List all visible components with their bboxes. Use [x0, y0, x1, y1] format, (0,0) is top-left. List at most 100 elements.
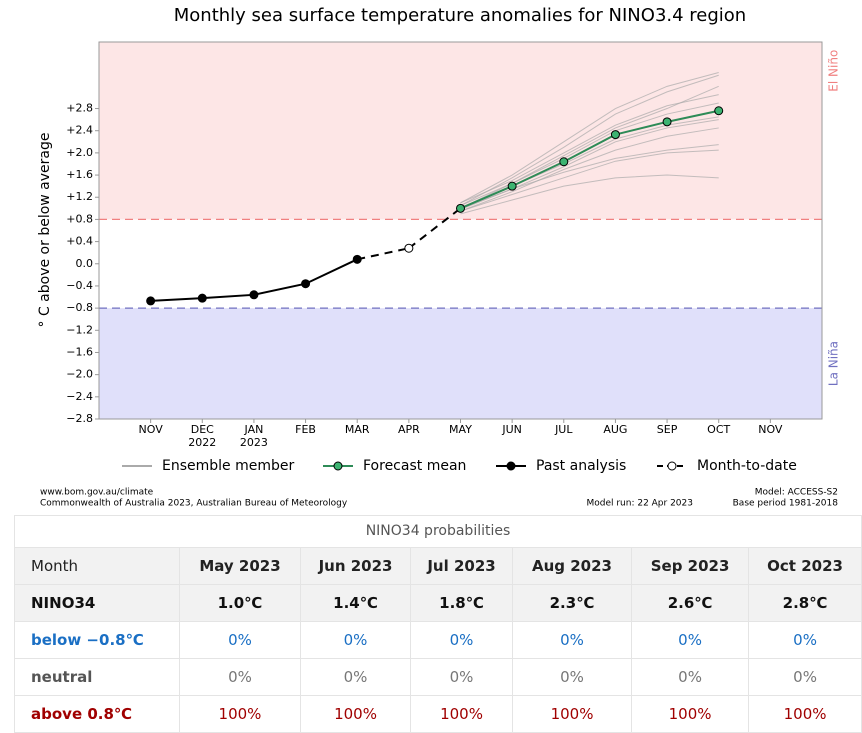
ensemble-line: [460, 149, 719, 212]
table-cell: 1.8℃: [410, 584, 513, 622]
point: [559, 157, 569, 167]
x-tick-line: NOV: [139, 423, 164, 436]
footer-text: Commonwealth of Australia 2023, Australi…: [40, 499, 348, 509]
y-tick-label: +2.4: [66, 124, 93, 137]
x-tick-label: MAR: [345, 423, 370, 436]
point: [456, 203, 465, 213]
ensemble-line: [460, 72, 719, 204]
x-tick-line: DEC: [191, 423, 214, 436]
y-tick-label: +0.4: [66, 235, 93, 248]
table-cell: 100%: [748, 695, 862, 733]
table-row: neutral 0% 0% 0% 0% 0% 0%: [14, 658, 862, 696]
table-row: above 0.8℃ 100% 100% 100% 100% 100% 100%: [14, 695, 862, 733]
header-cell: Sep 2023: [631, 547, 750, 585]
x-tick-line: SEP: [657, 423, 678, 436]
x-tick-line: APR: [398, 423, 420, 436]
header-cell: Jun 2023: [299, 547, 412, 585]
point: [352, 254, 362, 264]
header-cell: Month: [14, 547, 180, 585]
table-cell: 1.4℃: [299, 584, 412, 622]
ensemble-line: [460, 74, 719, 206]
table-cell: 100%: [299, 695, 412, 733]
header-row: Month May 2023 Jun 2023 Jul 2023 Aug 2023 Sep…: [14, 547, 862, 585]
x-tick-line: JUL: [554, 423, 573, 436]
table-title: NINO34 probabilities: [14, 515, 862, 547]
header-cell: Oct 2023: [748, 547, 862, 585]
table-cell: 100%: [179, 695, 301, 733]
series-line: [460, 109, 719, 210]
x-tick-line: MAR: [345, 423, 370, 436]
x-tick-label: NOV: [139, 423, 164, 436]
x-tick-label: AUG: [603, 423, 627, 436]
legend-marker: [506, 461, 516, 471]
footer-text: Base period 1981-2018: [733, 499, 839, 509]
y-tick-label: +1.6: [66, 168, 93, 181]
table-cell: 2.6℃: [631, 584, 750, 622]
table-cell: 0%: [410, 621, 513, 659]
table-cell: 0%: [299, 658, 412, 696]
table-cell: 0%: [748, 658, 862, 696]
x-tick-label: JUN: [501, 423, 522, 436]
x-tick-label: OCT: [707, 423, 730, 436]
table-cell: 0%: [179, 621, 301, 659]
table-cell: 0%: [410, 658, 513, 696]
table-cell: 100%: [631, 695, 750, 733]
table-cell: 0%: [511, 621, 633, 659]
table-cell: 100%: [511, 695, 633, 733]
table-cell: 0%: [748, 621, 862, 659]
y-tick-label: 0.0: [76, 257, 94, 270]
table-row: below −0.8℃ 0% 0% 0% 0% 0% 0%: [14, 621, 862, 659]
x-tick-line: FEB: [295, 423, 316, 436]
legend-marker: [333, 461, 343, 471]
y-tick-label: −2.8: [66, 412, 93, 425]
table-row: NINO34 1.0℃ 1.4℃ 1.8℃ 2.3℃ 2.6℃ 2.8℃: [14, 584, 862, 622]
table-cell: 0%: [631, 658, 750, 696]
header-cell: Jul 2023: [410, 547, 513, 585]
table-cell: 100%: [410, 695, 513, 733]
table-cell: neutral: [14, 658, 180, 696]
point: [197, 293, 207, 303]
ensemble-line: [460, 85, 719, 209]
region-label: La Niña: [827, 341, 841, 386]
ensemble-line: [460, 119, 719, 210]
legend-label: Ensemble member: [162, 458, 294, 474]
ensemble-line: [460, 94, 719, 204]
ensemble-line: [460, 127, 719, 212]
y-axis-label: ° C above or below average: [37, 133, 53, 328]
y-tick-label: +0.8: [66, 212, 93, 225]
x-tick-label: NOV: [758, 423, 783, 436]
table-cell: 0%: [179, 658, 301, 696]
x-tick-line: JUN: [501, 423, 522, 436]
point: [404, 243, 414, 253]
table-cell: below −0.8℃: [14, 621, 180, 659]
month-to-date-connector: [357, 247, 410, 261]
y-tick-label: +1.2: [66, 190, 93, 203]
probability-table: NINO34 probabilities Month May 2023 Jun 202…: [14, 515, 862, 733]
month-to-date-connector: [408, 207, 462, 250]
x-tick-line: 2023: [240, 436, 268, 449]
footer-text: Model run: 22 Apr 2023: [586, 499, 693, 509]
header-cell: Aug 2023: [511, 547, 633, 585]
table-cell: above 0.8℃: [14, 695, 180, 733]
table-cell: 0%: [631, 621, 750, 659]
ensemble-line: [460, 174, 719, 215]
y-tick-label: −2.0: [66, 368, 93, 381]
la-nina-region: [99, 308, 822, 419]
point: [507, 181, 517, 191]
legend-label: Forecast mean: [363, 458, 466, 474]
table-cell: 1.0℃: [179, 584, 301, 622]
table-cell: 2.8℃: [748, 584, 862, 622]
y-tick-label: −2.4: [66, 390, 93, 403]
header-cell: May 2023: [179, 547, 301, 585]
x-tick-line: AUG: [603, 423, 627, 436]
footer-text: www.bom.gov.au/climate: [40, 488, 154, 498]
x-tick-line: 2022: [188, 436, 216, 449]
x-tick-label: JUL: [554, 423, 573, 436]
x-tick-label: FEB: [295, 423, 316, 436]
x-tick-label: JAN 2023: [240, 423, 268, 449]
point: [714, 106, 724, 116]
x-tick-line: MAY: [449, 423, 472, 436]
x-tick-label: MAY: [449, 423, 472, 436]
table-cell: NINO34: [14, 584, 180, 622]
y-tick-label: −1.6: [66, 345, 93, 358]
